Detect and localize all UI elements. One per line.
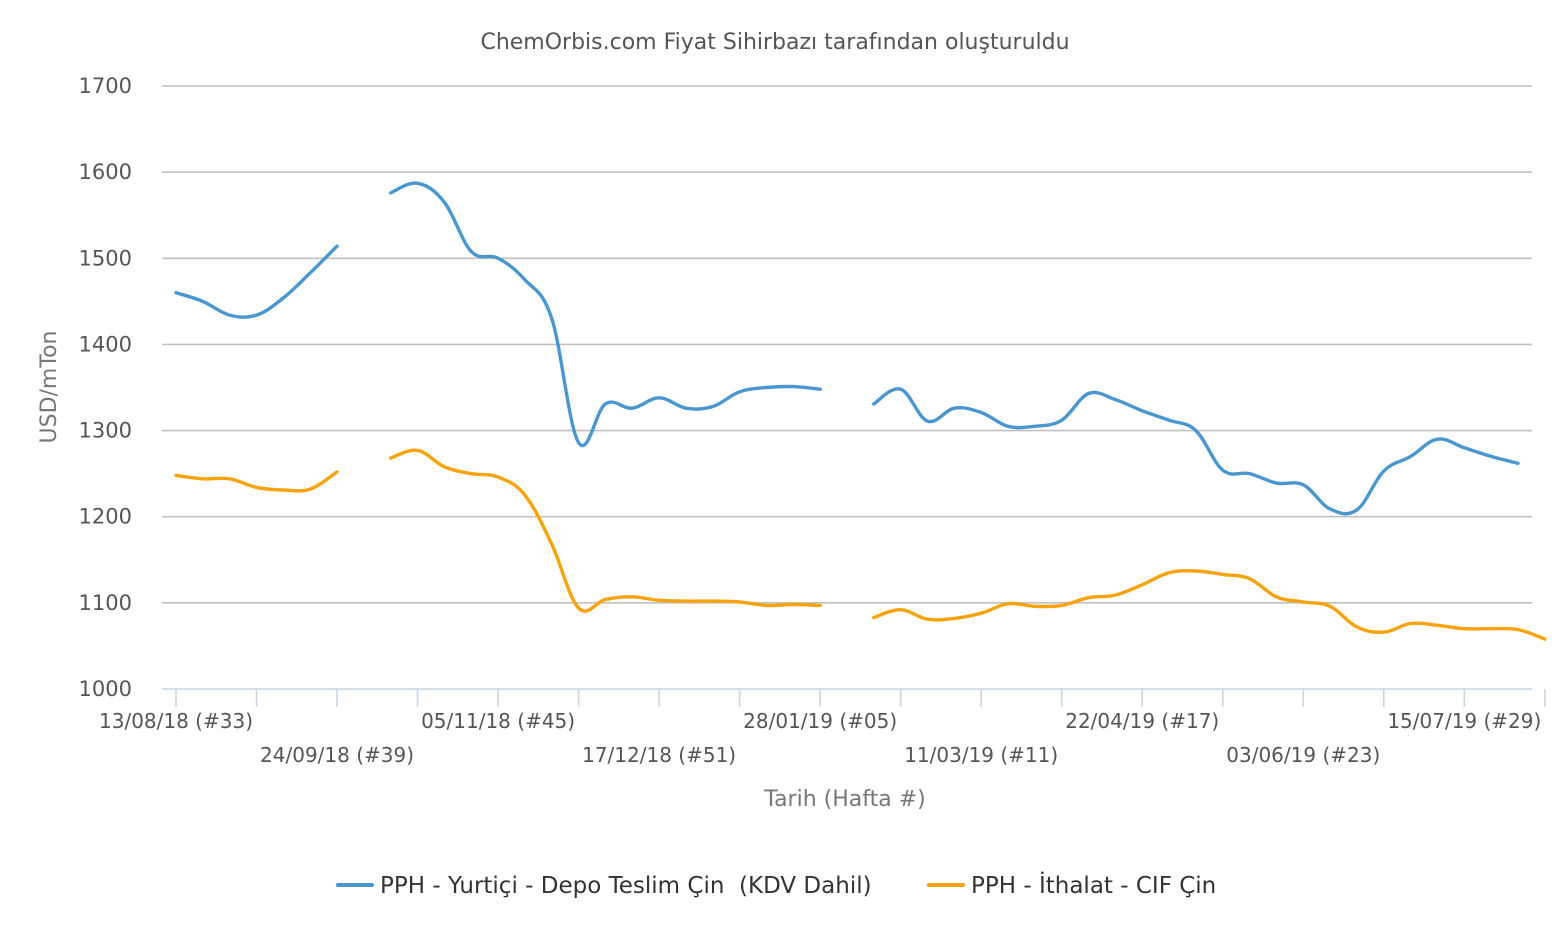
legend-label: PPH - İthalat - CIF Çin [971, 871, 1216, 899]
series-1-line-segment[interactable] [174, 244, 339, 319]
y-axis-tick-labels: 1000 1100 1200 1300 1400 1500 1600 1700 [79, 74, 132, 701]
series-2 [174, 448, 1547, 641]
legend: PPH - Yurtiçi - Depo Teslim Çin (KDV Dah… [336, 871, 1216, 899]
y-tick-label: 1500 [79, 246, 132, 270]
y-tick-label: 1000 [79, 677, 132, 701]
y-tick-label: 1100 [79, 591, 132, 615]
series-1-line-segment[interactable] [872, 387, 1520, 516]
series-lines [174, 181, 1547, 641]
x-axis-ticks: 13/08/18 (#33) 24/09/18 (#39) 05/11/18 (#4… [99, 689, 1546, 767]
legend-label: PPH - Yurtiçi - Depo Teslim Çin (KDV Dah… [380, 873, 872, 899]
x-axis-title: Tarih (Hafta #) [763, 787, 925, 812]
x-tick-label: 15/07/19 (#29) [1387, 709, 1541, 733]
series-2-line-segment[interactable] [389, 448, 822, 613]
y-axis-title: USD/mTon [37, 331, 62, 444]
y-tick-label: 1400 [79, 332, 132, 356]
x-tick-label: 11/03/19 (#11) [904, 743, 1058, 767]
series-2-line-segment[interactable] [872, 569, 1547, 641]
y-tick-label: 1600 [79, 160, 132, 184]
series-2-line-segment[interactable] [174, 470, 339, 493]
y-tick-label: 1200 [79, 505, 132, 529]
x-tick-label: 05/11/18 (#45) [421, 709, 575, 733]
x-tick-label: 22/04/19 (#17) [1065, 709, 1219, 733]
chart-title: ChemOrbis.com Fiyat Sihirbazı tarafından… [480, 30, 1069, 55]
series-1-line-segment[interactable] [389, 181, 822, 448]
series-1 [174, 181, 1520, 516]
x-tick-label: 17/12/18 (#51) [582, 743, 736, 767]
x-tick-label: 28/01/19 (#05) [743, 709, 897, 733]
gridlines [162, 85, 1532, 604]
legend-item-1[interactable]: PPH - Yurtiçi - Depo Teslim Çin (KDV Dah… [336, 873, 872, 899]
legend-item-2[interactable]: PPH - İthalat - CIF Çin [927, 871, 1216, 899]
y-tick-label: 1300 [79, 419, 132, 443]
y-tick-label: 1700 [79, 74, 132, 98]
x-tick-label: 03/06/19 (#23) [1226, 743, 1380, 767]
x-tick-label: 13/08/18 (#33) [99, 709, 253, 733]
x-tick-label: 24/09/18 (#39) [260, 743, 414, 767]
